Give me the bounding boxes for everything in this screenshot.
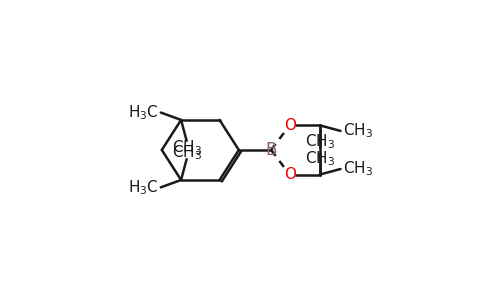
Circle shape	[284, 169, 295, 180]
Text: CH$_3$: CH$_3$	[304, 149, 335, 168]
Circle shape	[284, 120, 295, 131]
Text: CH$_3$: CH$_3$	[343, 122, 373, 140]
Text: H$_3$C: H$_3$C	[128, 103, 158, 122]
Text: CH$_3$: CH$_3$	[343, 160, 373, 178]
Text: H$_3$C: H$_3$C	[128, 178, 158, 197]
Text: CH$_3$: CH$_3$	[304, 132, 335, 151]
Text: O: O	[284, 118, 296, 133]
Text: O: O	[284, 167, 296, 182]
Text: CH$_3$: CH$_3$	[171, 138, 202, 157]
Text: CH$_3$: CH$_3$	[171, 143, 202, 162]
Text: B: B	[265, 141, 277, 159]
